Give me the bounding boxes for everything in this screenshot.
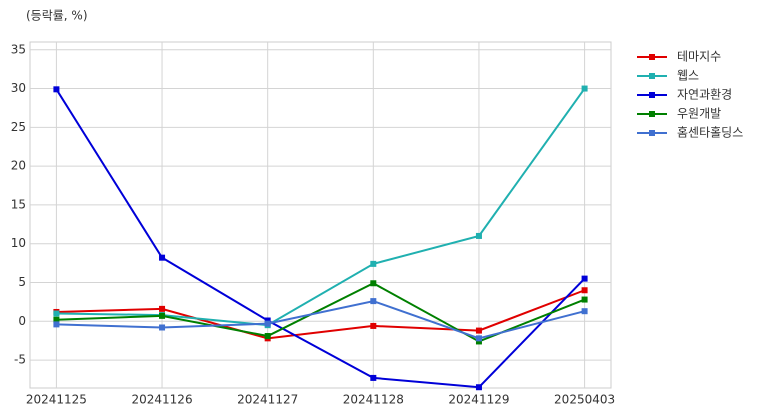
point-marker bbox=[370, 298, 377, 305]
point-marker bbox=[159, 312, 166, 319]
point-marker bbox=[475, 384, 482, 391]
legend-label: 자연과환경 bbox=[677, 88, 732, 102]
y-tick-label: 5 bbox=[18, 275, 26, 289]
y-tick-label: 35 bbox=[11, 42, 26, 56]
x-tick-label: 20250403 bbox=[554, 393, 615, 407]
x-tick-label: 20241125 bbox=[26, 393, 87, 407]
point-marker bbox=[581, 85, 588, 92]
x-tick-label: 20241126 bbox=[132, 393, 193, 407]
y-tick-label: 0 bbox=[18, 314, 26, 328]
point-marker bbox=[475, 327, 482, 334]
y-tick-label: 20 bbox=[11, 159, 26, 173]
plot-area bbox=[29, 41, 612, 389]
legend-marker bbox=[649, 130, 655, 136]
point-marker bbox=[475, 335, 482, 342]
y-tick-label: -5 bbox=[14, 353, 26, 367]
point-marker bbox=[581, 275, 588, 282]
point-marker bbox=[159, 324, 166, 331]
y-tick-label: 15 bbox=[11, 197, 26, 211]
point-marker bbox=[370, 260, 377, 267]
point-marker bbox=[581, 296, 588, 303]
point-marker bbox=[159, 305, 166, 312]
point-marker bbox=[581, 308, 588, 315]
y-tick-label: 30 bbox=[11, 81, 26, 95]
point-marker bbox=[370, 322, 377, 329]
point-marker bbox=[264, 333, 271, 340]
legend-marker bbox=[649, 92, 655, 98]
x-tick-label: 20241128 bbox=[343, 393, 404, 407]
point-marker bbox=[264, 320, 271, 327]
point-marker bbox=[53, 86, 60, 93]
point-marker bbox=[264, 317, 271, 324]
series-line bbox=[56, 300, 585, 340]
legend-label: 웹스 bbox=[677, 69, 699, 83]
point-marker bbox=[53, 321, 60, 328]
point-marker bbox=[53, 310, 60, 317]
legend-label: 테마지수 bbox=[677, 50, 721, 64]
point-marker bbox=[370, 374, 377, 381]
y-tick-label: 10 bbox=[11, 236, 26, 250]
legend-marker bbox=[649, 73, 655, 79]
y-axis-label: (등락률, %) bbox=[26, 9, 88, 23]
point-marker bbox=[159, 254, 166, 261]
x-tick-label: 20241127 bbox=[237, 393, 298, 407]
series-line bbox=[55, 88, 586, 389]
x-tick-label: 20241129 bbox=[448, 393, 509, 407]
series-line bbox=[56, 87, 586, 327]
legend-marker bbox=[649, 54, 655, 60]
legend-label: 우원개발 bbox=[677, 107, 721, 121]
series-line bbox=[56, 289, 585, 340]
legend-marker bbox=[649, 111, 655, 117]
y-tick-label: 25 bbox=[11, 120, 26, 134]
point-marker bbox=[475, 338, 482, 345]
point-marker bbox=[475, 232, 482, 239]
point-marker bbox=[370, 280, 377, 287]
point-marker bbox=[53, 316, 60, 323]
legend-label: 홈센타홀딩스 bbox=[677, 126, 743, 140]
point-marker bbox=[581, 287, 588, 294]
